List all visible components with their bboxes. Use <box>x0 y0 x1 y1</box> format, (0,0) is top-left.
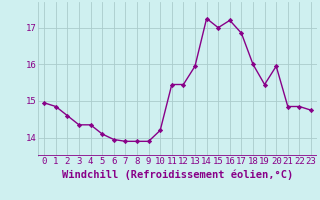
X-axis label: Windchill (Refroidissement éolien,°C): Windchill (Refroidissement éolien,°C) <box>62 169 293 180</box>
